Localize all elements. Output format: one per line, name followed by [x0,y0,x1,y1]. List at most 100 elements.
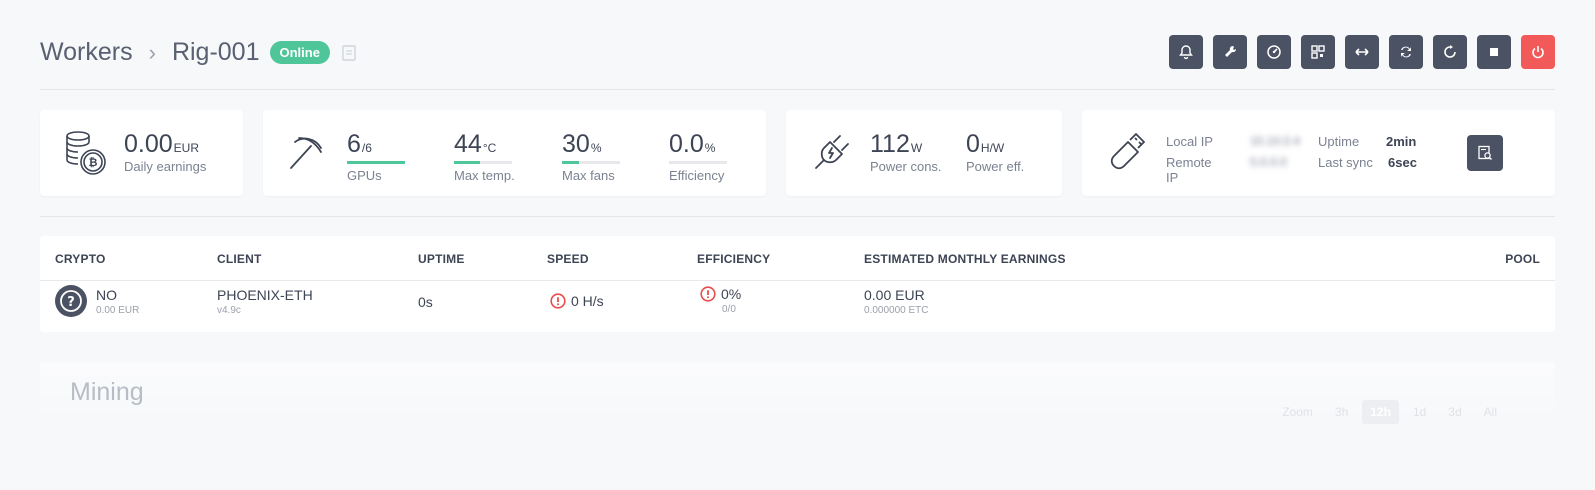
qr-button[interactable] [1301,35,1335,69]
warning-icon [550,293,566,309]
temp-value: 44 [454,130,482,158]
temp-bar [454,161,512,164]
breadcrumb-workers-link[interactable]: Workers [40,38,133,66]
rig-name: Rig-001 [171,38,260,66]
efficiency-label: Efficiency [669,168,725,183]
power-button[interactable] [1521,35,1555,69]
usb-drive-icon [1108,130,1148,179]
gauge-icon [1267,45,1281,59]
arrows-horizontal-icon [1355,48,1369,56]
note-icon[interactable] [342,44,356,61]
gpus-stat: 6/6 GPUs [347,130,405,183]
fans-stat: 30% Max fans [562,130,620,183]
client-cell: PHOENIX-ETH v4.9c [217,287,313,316]
fans-value: 30 [562,130,590,158]
zoom-label: Zoom [1282,405,1313,419]
speed-value: 0 H/s [571,293,604,309]
col-header-client[interactable]: CLIENT [217,252,262,266]
remote-ip-value: 0.0.0.0 [1250,155,1287,169]
power-eff-unit: H/W [980,141,1005,155]
power-eff-value: 0 [966,130,980,158]
col-header-speed[interactable]: SPEED [547,252,589,266]
col-header-efficiency[interactable]: EFFICIENCY [697,252,771,266]
stop-icon [1490,48,1498,56]
efficiency-bar [669,161,727,164]
breadcrumb-separator: › [148,39,156,65]
status-badge: Online [269,41,330,64]
gpus-bar-fill [347,161,405,164]
efficiency-stat: 0.0% Efficiency [669,130,727,183]
plug-icon [812,132,852,177]
power-card: 112W Power cons. 0H/W Power eff. [786,110,1062,196]
svg-text:?: ? [67,295,75,310]
qr-icon [1311,45,1325,59]
zoom-option-3d[interactable]: 3d [1448,405,1462,419]
client-sub: v4.9c [217,305,241,316]
efficiency-cell-sub: 0/0 [722,304,736,315]
mining-title: Mining [70,378,144,406]
daily-earnings-stat: 0.00EUR Daily earnings [124,130,206,174]
crypto-value: NO [96,287,117,303]
temp-stat: 44°C Max temp. [454,130,515,183]
fans-unit: % [590,141,602,155]
ip-block: Local IP 10.10.0.4 Remote IP 0.0.0.0 [1166,134,1300,185]
earnings-card: ₿ 0.00EUR Daily earnings [40,110,243,196]
earnings-cell: 0.00 EUR 0.000000 ETC [864,287,929,316]
svg-text:₿: ₿ [89,156,98,169]
uptime-block: Uptime 2min Last sync 6sec [1318,134,1417,170]
page-header: Workers › Rig-001 Online [40,30,1555,90]
daily-earnings-value: 0.00 [124,130,173,158]
col-header-uptime[interactable]: UPTIME [418,252,465,266]
fans-bar [562,161,620,164]
gpus-value: 6 [347,130,361,158]
hardware-card: 6/6 GPUs 44°C Max temp. 30% Max fans 0.0… [263,110,766,196]
table-header-divider [40,280,1555,281]
stop-button[interactable] [1477,35,1511,69]
power-eff-label: Power eff. [966,159,1025,174]
transfer-button[interactable] [1345,35,1379,69]
warning-icon [700,286,716,302]
last-sync-value: 6sec [1388,155,1417,170]
restart-icon [1444,45,1456,58]
fans-bar-fill [562,161,580,164]
unknown-coin-icon: ? [55,285,87,317]
remote-ip-label: Remote IP [1166,155,1212,185]
power-efficiency-stat: 0H/W Power eff. [966,130,1024,174]
wrench-icon [1225,45,1237,57]
uptime-label: Uptime [1318,134,1360,149]
uptime-cell-value: 0s [418,294,433,310]
sync-button[interactable] [1389,35,1423,69]
zoom-option-all[interactable]: All [1483,405,1497,419]
daily-earnings-unit: EUR [173,141,200,155]
zoom-option-3h[interactable]: 3h [1334,405,1349,419]
bell-icon [1179,45,1193,60]
zoom-option-1d[interactable]: 1d [1412,405,1427,419]
efficiency-unit: % [704,141,716,155]
sync-icon [1401,46,1411,58]
fans-label: Max fans [562,168,615,183]
overclock-button[interactable] [1257,35,1291,69]
miners-table: CRYPTO CLIENT UPTIME SPEED EFFICIENCY ES… [40,236,1555,332]
section-divider [40,216,1555,217]
temp-label: Max temp. [454,168,515,183]
temp-bar-fill [454,161,480,164]
restart-button[interactable] [1433,35,1467,69]
zoom-option-12h[interactable]: 12h [1362,400,1399,424]
notifications-button[interactable] [1169,35,1203,69]
client-value: PHOENIX-ETH [217,287,313,303]
action-toolbar [1169,35,1555,69]
mining-chart-panel: Mining Zoom 3h 12h 1d 3d All [40,362,1555,426]
efficiency-value: 0.0 [669,130,704,158]
power-consumption-stat: 112W Power cons. [870,130,942,174]
document-search-icon [1478,145,1492,160]
col-header-pool[interactable]: POOL [1505,252,1540,266]
gpus-bar [347,161,405,164]
col-header-earnings[interactable]: ESTIMATED MONTHLY EARNINGS [864,252,1066,266]
rig-log-button[interactable] [1467,135,1503,171]
zoom-controls: Zoom 3h 12h 1d 3d All [1274,400,1505,424]
daily-earnings-label: Daily earnings [124,159,207,174]
speed-cell: 0 H/s [550,293,604,309]
gpus-unit: /6 [361,141,372,155]
col-header-crypto[interactable]: CRYPTO [55,252,106,266]
settings-button[interactable] [1213,35,1247,69]
